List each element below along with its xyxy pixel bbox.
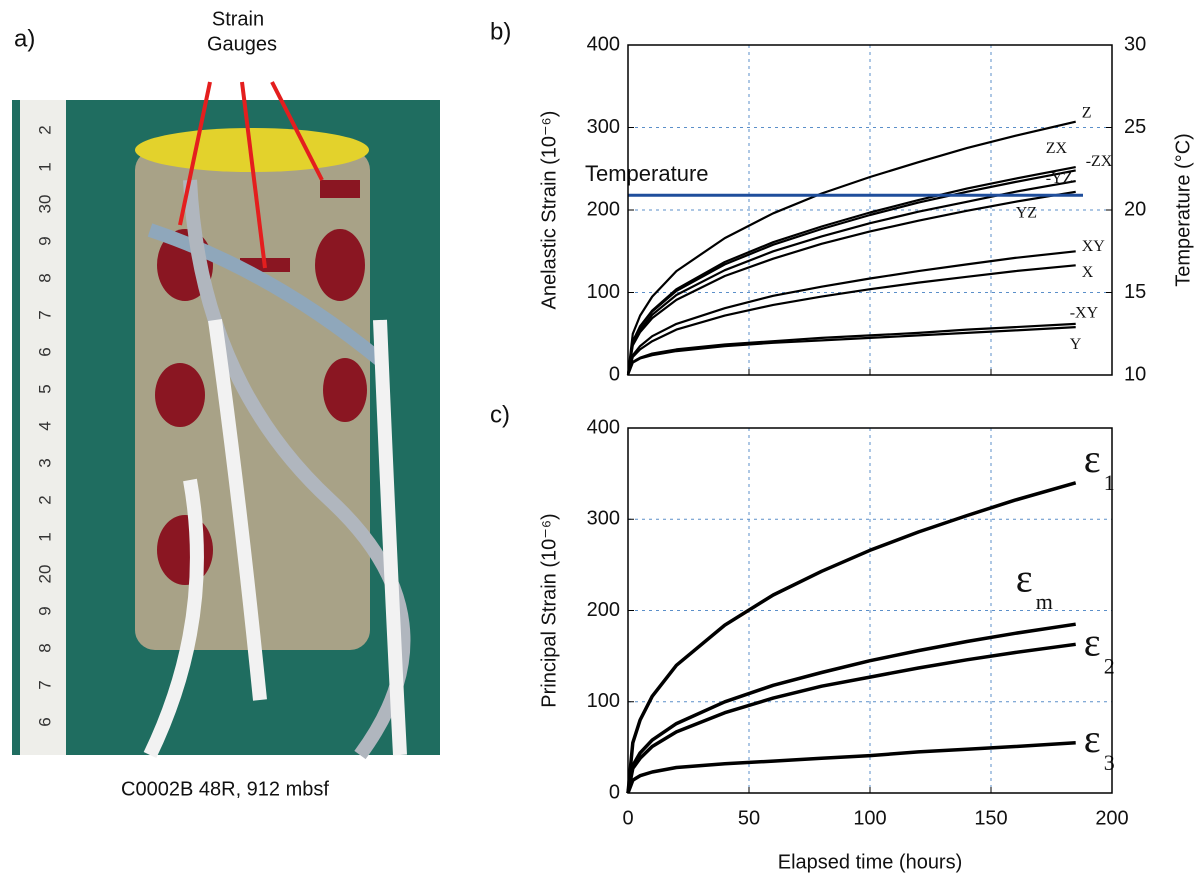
cable <box>143 478 204 759</box>
gauge <box>323 358 367 422</box>
series-label-subscript: 1 <box>1104 470 1115 495</box>
series-line <box>626 120 1076 376</box>
y-tick-label: 0 <box>609 363 620 385</box>
annotation: Gauges <box>207 33 277 55</box>
series-label-subscript: 2 <box>1104 653 1115 678</box>
plot-frame <box>627 44 1113 376</box>
ruler-label: 6 <box>35 347 54 356</box>
series-label: -YZ <box>1046 170 1073 187</box>
y-tick-label: 200 <box>587 198 620 220</box>
series-label-subscript: 3 <box>1104 750 1115 775</box>
series-label: -ZX <box>1086 153 1113 170</box>
cable <box>373 319 407 756</box>
series-label: ε <box>1016 555 1033 600</box>
arrows <box>178 81 324 269</box>
cable <box>147 223 385 366</box>
series-label: Z <box>1082 104 1092 121</box>
y2-tick-label: 25 <box>1124 116 1146 138</box>
gauge <box>315 229 365 301</box>
series-label: ε <box>1084 619 1101 664</box>
annotation: Strain <box>212 8 264 30</box>
series-label: ε <box>1084 436 1101 481</box>
panel-label: b) <box>490 18 511 45</box>
series-label-subscript: m <box>1036 589 1053 614</box>
y2-tick-label: 15 <box>1124 281 1146 303</box>
y-tick-label: 300 <box>587 508 620 530</box>
series-line <box>626 169 1076 376</box>
y-axis-label: Anelastic Strain (10⁻⁶) <box>538 111 560 310</box>
ruler-label: 9 <box>35 606 54 615</box>
series-label: X <box>1082 264 1094 281</box>
series-label: ε <box>1084 716 1101 761</box>
ruler-label: 1 <box>35 162 54 171</box>
series-line <box>626 190 1076 376</box>
y2-tick-label: 20 <box>1124 198 1146 220</box>
ruler-label: 5 <box>35 384 54 393</box>
ruler-label: 3 <box>35 458 54 467</box>
series-label: Y <box>1070 336 1082 353</box>
ruler-label: 8 <box>35 643 54 652</box>
caption: C0002B 48R, 912 mbsf <box>121 778 329 800</box>
ruler-label: 7 <box>35 680 54 689</box>
series-line <box>626 622 1076 794</box>
y-axis-label: Principal Strain (10⁻⁶) <box>538 513 560 707</box>
gauge <box>320 180 360 198</box>
y-tick-label: 100 <box>587 690 620 712</box>
ruler-label: 1 <box>35 532 54 541</box>
panel-label: a) <box>14 25 35 52</box>
x-axis-label: Elapsed time (hours) <box>778 851 963 873</box>
y2-tick-label: 10 <box>1124 363 1146 385</box>
photo <box>12 81 440 760</box>
ruler-label: 2 <box>35 495 54 504</box>
panel-label: c) <box>490 401 510 428</box>
ruler <box>20 100 66 755</box>
x-tick-label: 100 <box>853 807 886 829</box>
series-label: YZ <box>1016 205 1037 222</box>
series-line <box>626 642 1076 794</box>
x-tick-label: 150 <box>974 807 1007 829</box>
ruler-label: 8 <box>35 273 54 282</box>
series-line <box>626 264 1076 376</box>
series-label: Temperature <box>585 161 709 186</box>
gauge <box>157 515 213 585</box>
y-tick-label: 400 <box>587 33 620 55</box>
ruler-label: 2 <box>35 125 54 134</box>
y-tick-label: 0 <box>609 781 620 803</box>
series-line <box>626 481 1077 794</box>
ruler-label: 20 <box>35 565 54 584</box>
y-tick-label: 300 <box>587 116 620 138</box>
y-tick-label: 400 <box>587 416 620 438</box>
ruler-label: 6 <box>35 717 54 726</box>
ruler-label: 9 <box>35 236 54 245</box>
series-label: -XY <box>1070 305 1099 322</box>
gauge <box>155 363 205 427</box>
series-label: ZX <box>1046 140 1068 157</box>
series-label: XY <box>1082 238 1106 255</box>
y-tick-label: 100 <box>587 281 620 303</box>
ruler-label: 30 <box>35 195 54 214</box>
ruler-label: 4 <box>35 421 54 430</box>
ruler-label: 7 <box>35 310 54 319</box>
x-tick-label: 0 <box>622 807 633 829</box>
series-line <box>626 741 1076 794</box>
cable <box>208 319 267 701</box>
x-tick-label: 200 <box>1095 807 1128 829</box>
series-line <box>626 250 1076 376</box>
plot-frame <box>627 427 1113 794</box>
series-line <box>626 180 1076 376</box>
x-tick-label: 50 <box>738 807 760 829</box>
y2-axis-label: Temperature (°C) <box>1172 133 1194 287</box>
y2-tick-label: 30 <box>1124 33 1146 55</box>
series-line <box>626 326 1076 376</box>
y-tick-label: 200 <box>587 599 620 621</box>
